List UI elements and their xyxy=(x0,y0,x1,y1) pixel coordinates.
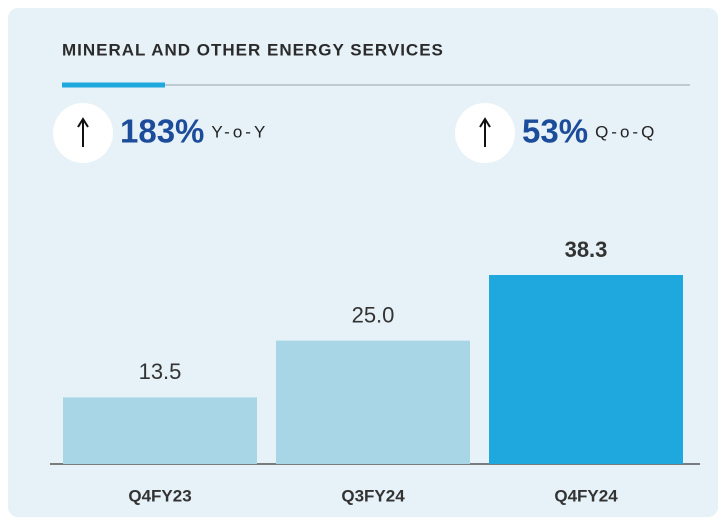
up-arrow xyxy=(77,117,89,147)
bar xyxy=(276,340,470,464)
x-tick-label: Q4FY23 xyxy=(128,486,191,505)
chart-title: MINERAL AND OTHER ENERGY SERVICES xyxy=(62,40,444,59)
x-tick-label: Q4FY24 xyxy=(554,486,618,505)
kpi-value: 53% xyxy=(522,113,588,150)
value-label: 38.3 xyxy=(565,237,608,262)
kpi-label: Q-o-Q xyxy=(595,122,657,141)
bar xyxy=(489,275,683,464)
x-tick-label: Q3FY24 xyxy=(341,486,405,505)
bar xyxy=(63,397,257,464)
kpi-label: Y-o-Y xyxy=(211,122,268,141)
kpi-value: 183% xyxy=(120,113,204,150)
up-arrow xyxy=(479,117,491,147)
value-label: 25.0 xyxy=(352,302,395,327)
value-label: 13.5 xyxy=(139,359,182,384)
